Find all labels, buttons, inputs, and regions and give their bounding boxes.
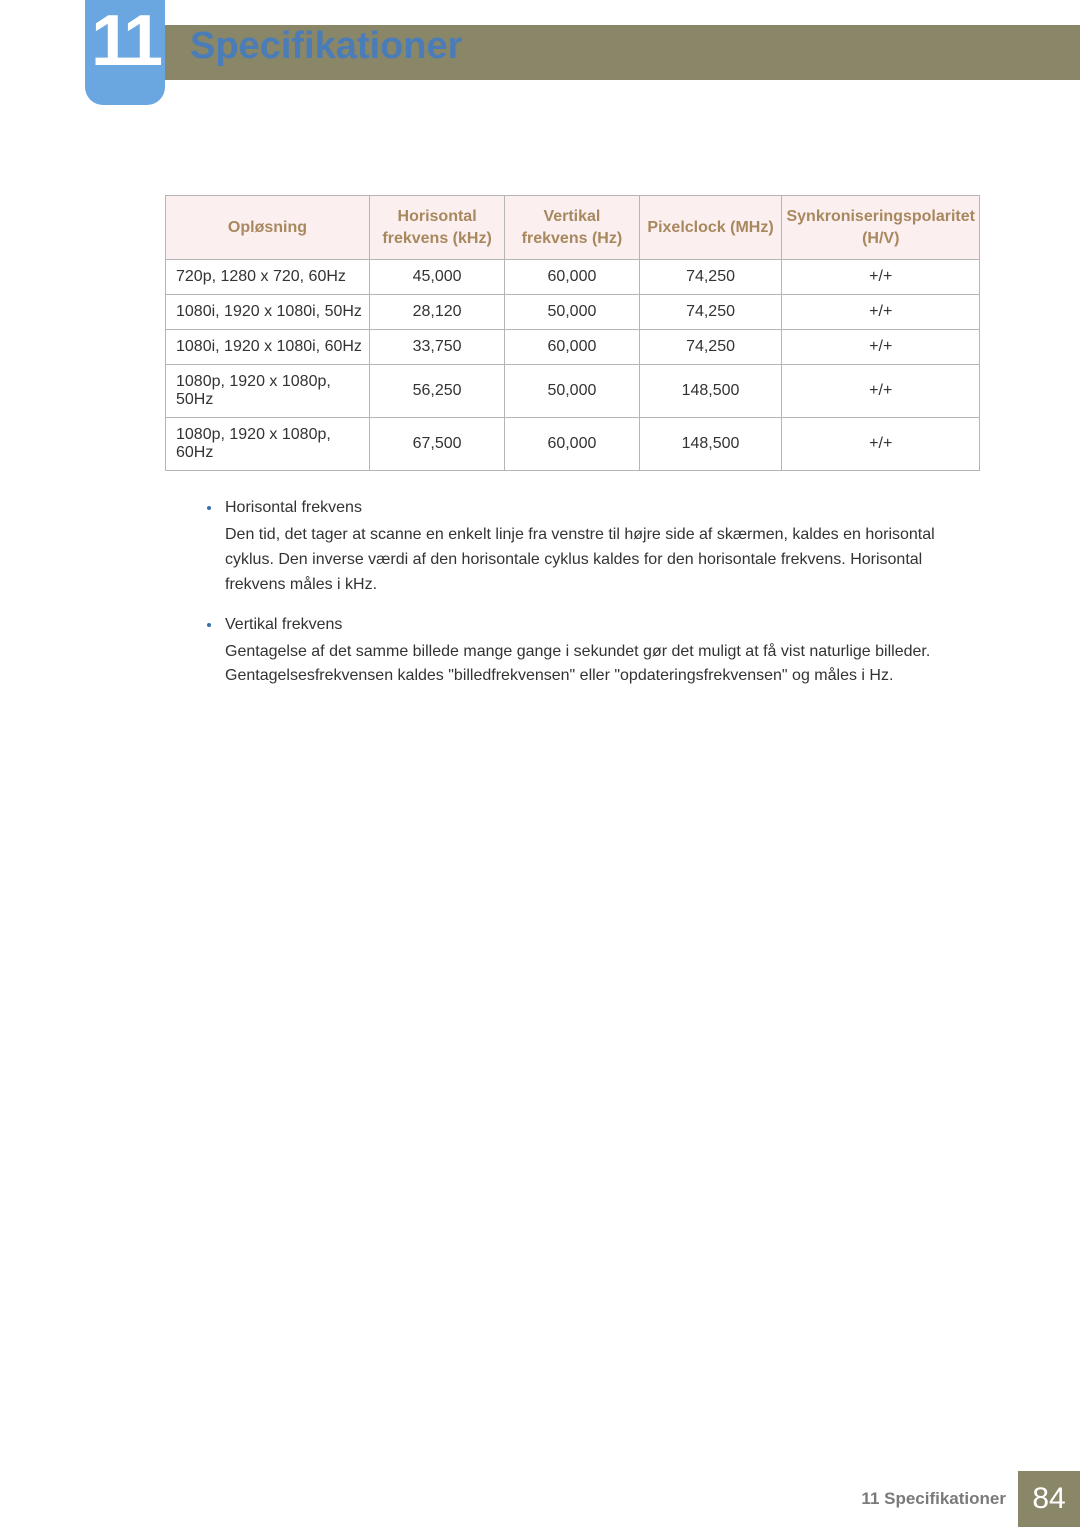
note-item: Vertikal frekvens Gentagelse af det samm…: [225, 616, 980, 690]
cell-hfreq: 33,750: [369, 330, 504, 365]
header-spacer-left: [0, 25, 85, 80]
cell-sync: +/+: [782, 418, 980, 471]
table-row: 720p, 1280 x 720, 60Hz 45,000 60,000 74,…: [166, 260, 980, 295]
col-header-sync: Synkroniseringspolaritet (H/V): [782, 196, 980, 260]
cell-vfreq: 50,000: [505, 365, 639, 418]
col-header-vfreq: Vertikal frekvens (Hz): [505, 196, 639, 260]
col-header-resolution: Opløsning: [166, 196, 370, 260]
cell-vfreq: 50,000: [505, 295, 639, 330]
col-header-pixelclock: Pixelclock (MHz): [639, 196, 782, 260]
notes-list: Horisontal frekvens Den tid, det tager a…: [165, 499, 980, 689]
note-item: Horisontal frekvens Den tid, det tager a…: [225, 499, 980, 597]
page-footer: 11 Specifikationer 84: [861, 1471, 1080, 1527]
note-body: Den tid, det tager at scanne en enkelt l…: [225, 523, 980, 597]
cell-resolution: 720p, 1280 x 720, 60Hz: [166, 260, 370, 295]
table-row: 1080i, 1920 x 1080i, 60Hz 33,750 60,000 …: [166, 330, 980, 365]
cell-hfreq: 28,120: [369, 295, 504, 330]
table-body: 720p, 1280 x 720, 60Hz 45,000 60,000 74,…: [166, 260, 980, 471]
cell-sync: +/+: [782, 260, 980, 295]
cell-vfreq: 60,000: [505, 418, 639, 471]
page-title: Specifikationer: [190, 25, 462, 68]
cell-vfreq: 60,000: [505, 330, 639, 365]
footer-section-label: 11 Specifikationer: [861, 1489, 1006, 1509]
spec-table: Opløsning Horisontal frekvens (kHz) Vert…: [165, 195, 980, 471]
note-title: Horisontal frekvens: [225, 499, 980, 517]
table-header-row: Opløsning Horisontal frekvens (kHz) Vert…: [166, 196, 980, 260]
cell-pixelclock: 74,250: [639, 330, 782, 365]
note-body: Gentagelse af det samme billede mange ga…: [225, 640, 980, 690]
chapter-number-badge: 11: [85, 0, 165, 105]
bullet-icon: [207, 623, 211, 627]
bullet-icon: [207, 506, 211, 510]
footer-page-number: 84: [1018, 1471, 1080, 1527]
cell-hfreq: 67,500: [369, 418, 504, 471]
cell-hfreq: 45,000: [369, 260, 504, 295]
cell-pixelclock: 74,250: [639, 260, 782, 295]
cell-vfreq: 60,000: [505, 260, 639, 295]
cell-pixelclock: 148,500: [639, 365, 782, 418]
cell-sync: +/+: [782, 330, 980, 365]
cell-pixelclock: 148,500: [639, 418, 782, 471]
note-title: Vertikal frekvens: [225, 616, 980, 634]
cell-resolution: 1080p, 1920 x 1080p, 60Hz: [166, 418, 370, 471]
cell-hfreq: 56,250: [369, 365, 504, 418]
col-header-hfreq: Horisontal frekvens (kHz): [369, 196, 504, 260]
chapter-number: 11: [91, 2, 159, 81]
table-row: 1080p, 1920 x 1080p, 50Hz 56,250 50,000 …: [166, 365, 980, 418]
cell-pixelclock: 74,250: [639, 295, 782, 330]
cell-resolution: 1080i, 1920 x 1080i, 50Hz: [166, 295, 370, 330]
cell-sync: +/+: [782, 365, 980, 418]
cell-resolution: 1080p, 1920 x 1080p, 50Hz: [166, 365, 370, 418]
table-row: 1080p, 1920 x 1080p, 60Hz 67,500 60,000 …: [166, 418, 980, 471]
table-row: 1080i, 1920 x 1080i, 50Hz 28,120 50,000 …: [166, 295, 980, 330]
cell-sync: +/+: [782, 295, 980, 330]
content-area: Opløsning Horisontal frekvens (kHz) Vert…: [165, 195, 980, 707]
cell-resolution: 1080i, 1920 x 1080i, 60Hz: [166, 330, 370, 365]
